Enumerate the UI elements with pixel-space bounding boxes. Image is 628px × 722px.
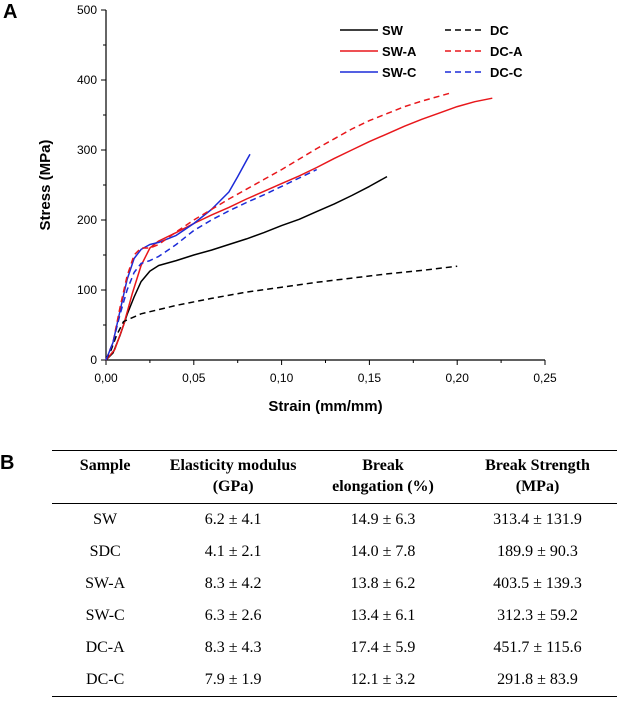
cell-sample: SW-C bbox=[85, 607, 125, 624]
header-break-strength: Break Strength (MPa) bbox=[458, 450, 617, 504]
series-line-dc-a bbox=[105, 91, 453, 361]
table-header-row: Sample Elasticity modulus (GPa) Break el… bbox=[52, 450, 617, 504]
cell-break-strength: 451.7 ± 115.6 bbox=[493, 639, 582, 656]
legend-label-dc: DC bbox=[490, 23, 509, 38]
cell-break-elongation: 17.4 ± 5.9 bbox=[350, 639, 416, 656]
cell-break-elongation: 14.0 ± 7.8 bbox=[350, 543, 416, 560]
cell-break-strength: 312.3 ± 59.2 bbox=[497, 607, 578, 624]
series-line-sw bbox=[105, 175, 388, 361]
cell-elasticity-modulus: 4.1 ± 2.1 bbox=[204, 543, 262, 560]
legend-label-dc-c: DC-C bbox=[490, 65, 523, 80]
table-row: SDC 4.1 ± 2.1 14.0 ± 7.8 189.9 ± 90.3 bbox=[52, 536, 617, 568]
panel-label-a: A bbox=[3, 1, 18, 23]
header-break-strength-line1: Break Strength bbox=[485, 457, 590, 474]
y-tick-label: 100 bbox=[77, 283, 97, 297]
mechanical-properties-table: Sample Elasticity modulus (GPa) Break el… bbox=[52, 450, 617, 697]
x-tick-label: 0,25 bbox=[533, 371, 557, 385]
series-line-sw-a bbox=[105, 97, 493, 361]
cell-elasticity-modulus: 6.3 ± 2.6 bbox=[204, 607, 262, 624]
cell-break-elongation: 13.8 ± 6.2 bbox=[350, 575, 416, 592]
cell-sample: DC-A bbox=[85, 639, 125, 656]
cell-sample: SW-A bbox=[85, 575, 126, 592]
panel-label-b: B bbox=[0, 452, 15, 474]
x-axis-title: Strain (mm/mm) bbox=[268, 398, 382, 415]
x-tick-label: 0,20 bbox=[446, 371, 470, 385]
cell-break-strength: 189.9 ± 90.3 bbox=[497, 543, 578, 560]
header-elasticity-modulus-line1: Elasticity modulus bbox=[169, 457, 297, 474]
legend-label-sw: SW bbox=[382, 23, 404, 38]
cell-sample: DC-C bbox=[52, 664, 159, 697]
y-tick-label: 400 bbox=[77, 73, 97, 87]
table-row: DC-A 8.3 ± 4.3 17.4 ± 5.9 451.7 ± 115.6 bbox=[52, 632, 617, 664]
header-sample-text: Sample bbox=[79, 457, 131, 474]
series-line-dc bbox=[105, 265, 458, 361]
y-tick-label: 200 bbox=[77, 213, 97, 227]
x-tick-label: 0,15 bbox=[358, 371, 382, 385]
header-elasticity-modulus-line2: (GPa) bbox=[212, 478, 254, 495]
legend-label-sw-a: SW-A bbox=[382, 44, 417, 59]
y-tick-label: 500 bbox=[77, 3, 97, 17]
series-line-dc-c bbox=[105, 168, 318, 361]
table-row: SW-A 8.3 ± 4.2 13.8 ± 6.2 403.5 ± 139.3 bbox=[52, 568, 617, 600]
cell-break-strength: 291.8 ± 83.9 bbox=[458, 664, 617, 697]
y-tick-label: 300 bbox=[77, 143, 97, 157]
series-line-sw-c bbox=[105, 153, 251, 361]
cell-break-strength: 313.4 ± 131.9 bbox=[493, 511, 582, 528]
cell-break-elongation: 13.4 ± 6.1 bbox=[350, 607, 416, 624]
header-break-elongation-line2: elongation (%) bbox=[332, 478, 434, 495]
x-tick-label: 0,05 bbox=[182, 371, 206, 385]
legend-label-dc-a: DC-A bbox=[490, 44, 523, 59]
header-break-strength-line2: (MPa) bbox=[515, 478, 560, 495]
y-axis-title: Stress (MPa) bbox=[37, 140, 54, 231]
cell-break-strength: 403.5 ± 139.3 bbox=[493, 575, 582, 592]
cell-sample: SDC bbox=[89, 543, 121, 560]
cell-elasticity-modulus: 6.2 ± 4.1 bbox=[204, 511, 262, 528]
cell-break-elongation: 14.9 ± 6.3 bbox=[350, 511, 416, 528]
table-row: SW-C 6.3 ± 2.6 13.4 ± 6.1 312.3 ± 59.2 bbox=[52, 600, 617, 632]
header-break-elongation: Break elongation (%) bbox=[307, 450, 459, 504]
header-sample: Sample bbox=[52, 450, 159, 504]
header-elasticity-modulus: Elasticity modulus (GPa) bbox=[158, 450, 308, 504]
table-row: SW 6.2 ± 4.1 14.9 ± 6.3 313.4 ± 131.9 bbox=[52, 504, 617, 537]
legend-label-sw-c: SW-C bbox=[382, 65, 417, 80]
y-tick-label: 0 bbox=[90, 353, 97, 367]
x-tick-label: 0,00 bbox=[94, 371, 118, 385]
cell-sample: SW bbox=[93, 511, 118, 528]
cell-elasticity-modulus: 8.3 ± 4.3 bbox=[204, 639, 262, 656]
cell-elasticity-modulus: 7.9 ± 1.9 bbox=[158, 664, 308, 697]
x-tick-label: 0,10 bbox=[270, 371, 294, 385]
header-break-elongation-line1: Break bbox=[362, 457, 404, 474]
cell-break-elongation: 12.1 ± 3.2 bbox=[307, 664, 459, 697]
stress-strain-chart: 0 100 200 300 400 500 0,00 0,05 0,10 0,15 0,20 0,25… bbox=[37, 3, 557, 415]
table-row: DC-C 7.9 ± 1.9 12.1 ± 3.2 291.8 ± 83.9 bbox=[52, 664, 617, 697]
cell-elasticity-modulus: 8.3 ± 4.2 bbox=[204, 575, 262, 592]
